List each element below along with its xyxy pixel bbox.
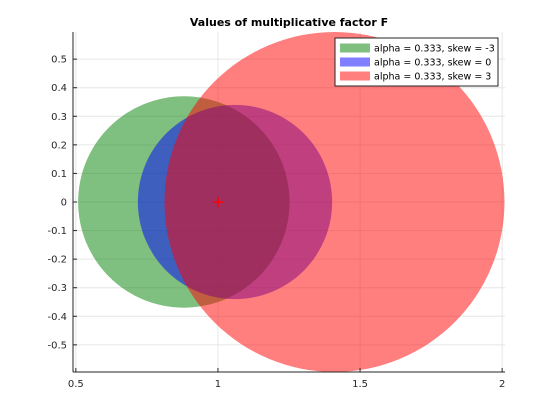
legend-label-1: alpha = 0.333, skew = -3 bbox=[374, 44, 495, 55]
legend: alpha = 0.333, skew = -3 alpha = 0.333, s… bbox=[334, 37, 499, 87]
legend-swatch-2 bbox=[340, 57, 370, 67]
legend-swatch-1 bbox=[340, 43, 370, 53]
y-tick-label: -0.4 bbox=[47, 312, 67, 323]
y-tick-label: -0.2 bbox=[47, 255, 67, 266]
data-circles bbox=[78, 32, 505, 372]
y-tick-label: 0.1 bbox=[51, 169, 67, 180]
center-marker-layer bbox=[212, 197, 223, 207]
center-marker bbox=[212, 197, 223, 207]
y-tick-label: -0.1 bbox=[47, 226, 67, 237]
y-tick-label: 0.2 bbox=[51, 140, 67, 151]
y-tick-label: 0.4 bbox=[51, 83, 67, 94]
legend-label-2: alpha = 0.333, skew = 0 bbox=[374, 58, 491, 69]
x-tick-label: 0.5 bbox=[68, 379, 84, 390]
y-tick-label: 0.5 bbox=[51, 55, 67, 66]
x-tick-label: 2 bbox=[499, 379, 505, 390]
y-tick-label: 0.3 bbox=[51, 112, 67, 123]
chart-title: Values of multiplicative factor F bbox=[190, 16, 388, 29]
y-tick-label: -0.5 bbox=[47, 340, 67, 351]
legend-swatch-3 bbox=[340, 71, 370, 81]
x-tick-label: 1 bbox=[215, 379, 221, 390]
axes: 0.5 1 1.5 2 0.5 0.4 0.3 0.2 0.1 0 -0.1 -0.2 -0.3 -0.4… bbox=[47, 32, 505, 390]
x-tick-label: 1.5 bbox=[352, 379, 368, 390]
legend-label-3: alpha = 0.333, skew = 3 bbox=[374, 72, 491, 83]
y-tick-label: -0.3 bbox=[47, 283, 67, 294]
y-tick-label: 0 bbox=[61, 198, 67, 209]
series-circle-3 bbox=[164, 32, 505, 372]
